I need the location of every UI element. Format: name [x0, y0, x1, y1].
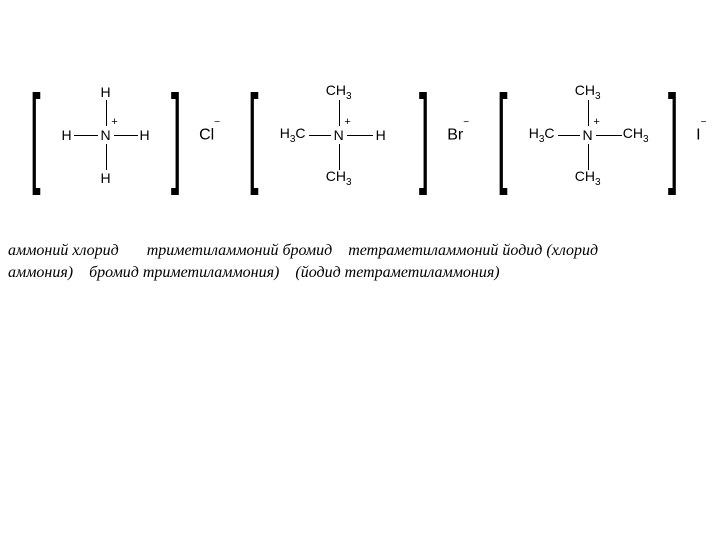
bond-top: [588, 100, 589, 126]
bond-right: [114, 135, 138, 136]
molecule-ammonium-chloride: [ N + H H H H ] Cl−: [20, 80, 220, 190]
structures-row: [ N + H H H H ] Cl− [ N + CH3 CH3 H3C H: [20, 60, 720, 210]
anion-label: Cl: [199, 127, 214, 144]
caption-1b: триметиламмоний бромид: [147, 242, 332, 259]
cation-ammonium: N + H H H H: [51, 80, 161, 190]
bond-bottom: [588, 144, 589, 170]
bracket-left-icon: [: [248, 85, 259, 185]
left-atom: H3C: [529, 125, 555, 145]
left-atom: H: [62, 127, 72, 143]
bond-right: [596, 135, 622, 136]
anion-chloride: Cl−: [199, 125, 220, 144]
bottom-atom: CH3: [575, 168, 601, 188]
bond-left: [558, 135, 580, 136]
molecule-tetramethylammonium-iodide: [ N + CH3 CH3 H3C CH3 ] I−: [487, 80, 706, 190]
anion-charge: −: [463, 117, 469, 128]
charge-plus: +: [593, 116, 599, 128]
bracket-right-icon: ]: [170, 85, 181, 185]
anion-label: Br: [447, 127, 463, 144]
bond-right: [347, 135, 373, 136]
cation-tetramethylammonium: N + CH3 CH3 H3C CH3: [518, 80, 658, 190]
left-atom: H3C: [280, 125, 306, 145]
bond-bottom: [106, 144, 107, 170]
charge-plus: +: [344, 116, 350, 128]
caption-1a: аммоний хлорид: [8, 242, 119, 259]
right-atom: H: [140, 127, 150, 143]
cation-trimethylammonium: N + CH3 CH3 H3C H: [269, 80, 409, 190]
top-atom: H: [101, 84, 111, 100]
caption-block: аммоний хлорид триметиламмоний бромид те…: [8, 240, 712, 285]
bracket-left-icon: [: [30, 85, 41, 185]
caption-2c: (йодид тетраметиламмония): [295, 264, 499, 281]
right-atom: H: [376, 127, 386, 143]
caption-1c: тетраметиламмоний йодид (хлорид: [348, 242, 598, 259]
bond-bottom: [339, 144, 340, 170]
anion-charge: −: [214, 117, 220, 128]
caption-2a: аммония): [8, 264, 73, 281]
anion-charge: −: [701, 117, 707, 128]
top-atom: CH3: [326, 82, 352, 102]
bracket-right-icon: ]: [668, 85, 679, 185]
top-atom: CH3: [575, 82, 601, 102]
right-atom: CH3: [623, 125, 649, 145]
anion-iodide: I−: [696, 125, 706, 144]
center-atom: N: [583, 127, 593, 143]
center-atom: N: [334, 127, 344, 143]
bottom-atom: H: [101, 170, 111, 186]
bond-top: [106, 100, 107, 126]
caption-2b: бромид триметиламмония): [89, 264, 279, 281]
bond-top: [339, 100, 340, 126]
charge-plus: +: [111, 116, 117, 128]
anion-bromide: Br−: [447, 125, 469, 144]
molecule-trimethylammonium-bromide: [ N + CH3 CH3 H3C H ] Br−: [238, 80, 469, 190]
bond-left: [74, 135, 98, 136]
bracket-left-icon: [: [497, 85, 508, 185]
anion-label: I: [696, 127, 700, 144]
bracket-right-icon: ]: [419, 85, 430, 185]
bottom-atom: CH3: [326, 168, 352, 188]
bond-left: [309, 135, 331, 136]
center-atom: N: [101, 127, 111, 143]
